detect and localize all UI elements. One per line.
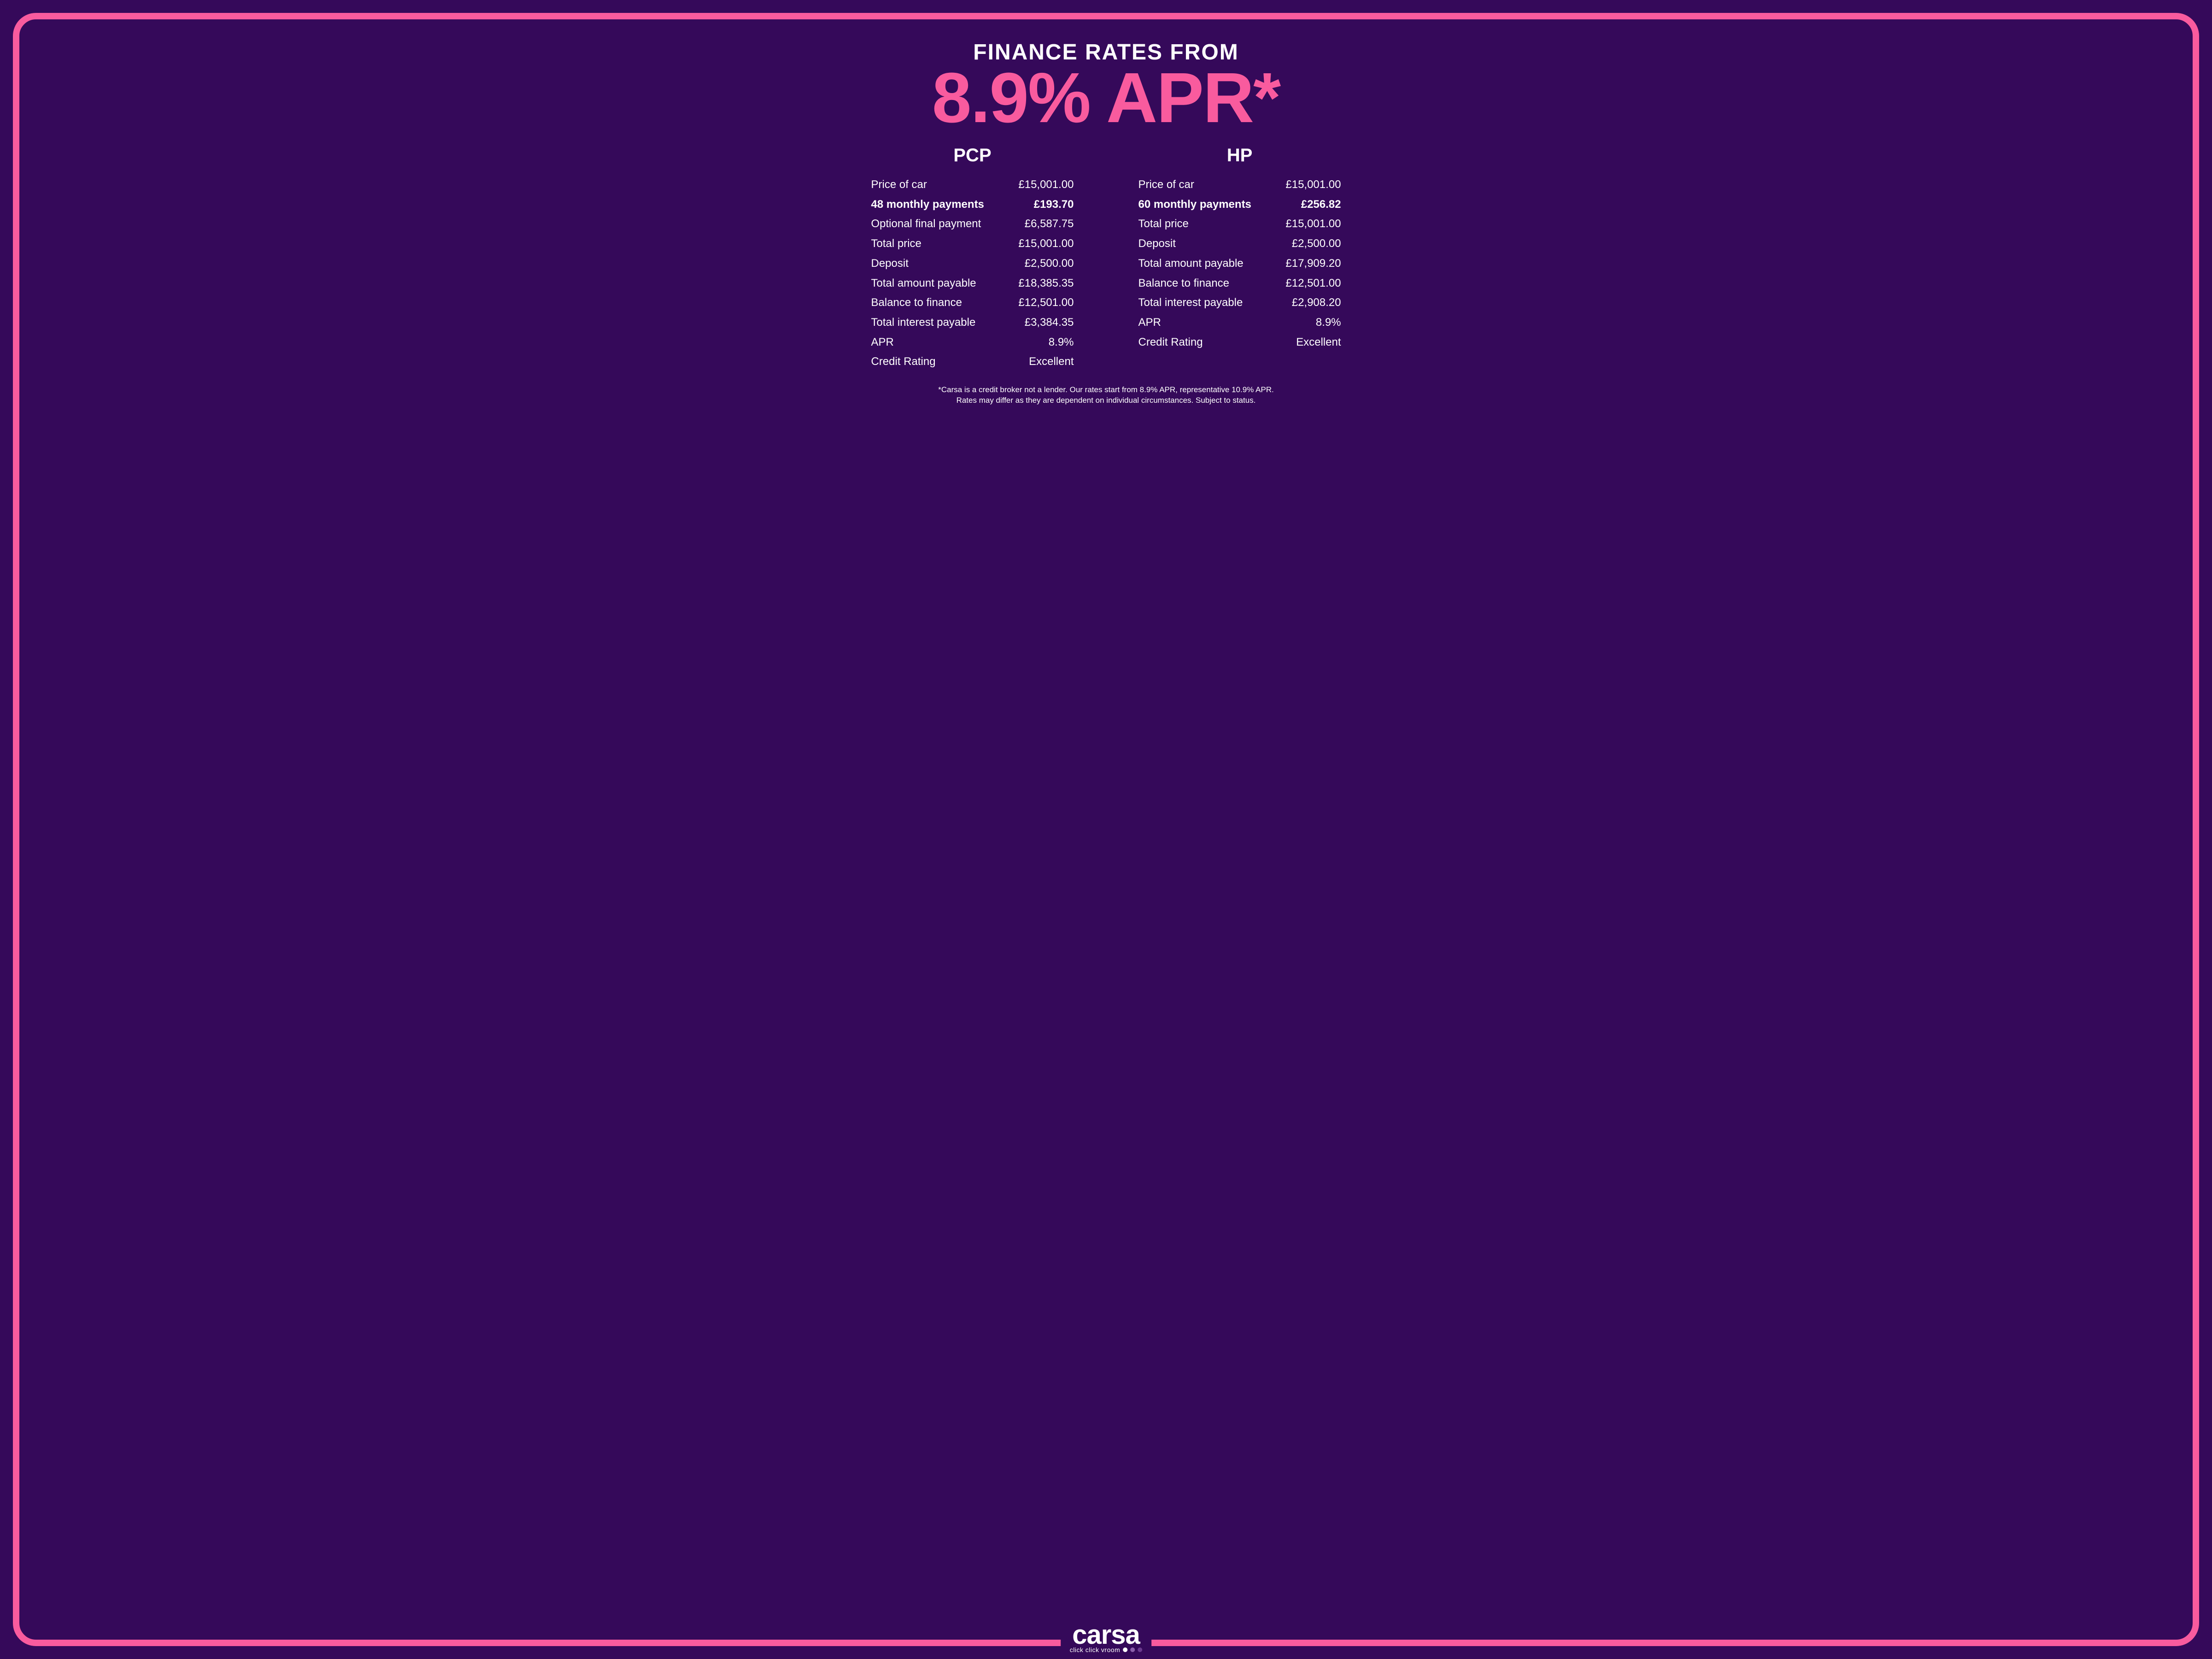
row-value: £256.82	[1301, 195, 1341, 215]
row-label: Deposit	[871, 254, 909, 274]
row-label: Deposit	[1138, 234, 1176, 254]
row-value: £18,385.35	[1018, 274, 1074, 294]
table-row: APR 8.9%	[1134, 313, 1346, 333]
tagline-text: click click vroom	[1070, 1646, 1121, 1653]
row-value: £2,908.20	[1292, 293, 1341, 313]
row-label: Total price	[871, 234, 921, 254]
dot-icon	[1130, 1647, 1135, 1652]
table-row: Total price £15,001.00	[867, 234, 1079, 254]
column-hp: HP Price of car£15,001.0060 monthly paym…	[1134, 145, 1346, 372]
row-value: £6,587.75	[1025, 214, 1074, 234]
disclaimer-line2: Rates may differ as they are dependent o…	[956, 396, 1256, 405]
finance-columns: PCP Price of car£15,001.0048 monthly pay…	[867, 145, 1346, 372]
row-value: £15,001.00	[1285, 214, 1341, 234]
dot-icon	[1123, 1647, 1127, 1652]
row-value: 8.9%	[1049, 333, 1074, 353]
row-label: 60 monthly payments	[1138, 195, 1251, 215]
table-row: Price of car £15,001.00	[1134, 175, 1346, 195]
table-row: 48 monthly payments £193.70	[867, 195, 1079, 215]
row-label: Total interest payable	[1138, 293, 1243, 313]
row-value: £12,501.00	[1285, 274, 1341, 294]
row-value: £15,001.00	[1018, 175, 1074, 195]
table-row: Total interest payable £2,908.20	[1134, 293, 1346, 313]
row-label: 48 monthly payments	[871, 195, 984, 215]
row-value: 8.9%	[1316, 313, 1341, 333]
table-row: Balance to finance £12,501.00	[1134, 274, 1346, 294]
table-row: Optional final payment £6,587.75	[867, 214, 1079, 234]
row-label: Total interest payable	[871, 313, 976, 333]
row-value: £2,500.00	[1025, 254, 1074, 274]
row-label: Optional final payment	[871, 214, 981, 234]
row-value: £17,909.20	[1285, 254, 1341, 274]
table-row: Credit Rating Excellent	[867, 352, 1079, 372]
row-label: Credit Rating	[1138, 333, 1203, 353]
row-label: Price of car	[871, 175, 927, 195]
table-row: Balance to finance £12,501.00	[867, 293, 1079, 313]
table-row: Credit Rating Excellent	[1134, 333, 1346, 353]
dot-icon	[1138, 1647, 1142, 1652]
logo-tagline: click click vroom	[1070, 1646, 1143, 1653]
table-row: Price of car £15,001.00	[867, 175, 1079, 195]
row-value: £193.70	[1034, 195, 1074, 215]
table-row: 60 monthly payments £256.82	[1134, 195, 1346, 215]
row-label: Total price	[1138, 214, 1189, 234]
disclaimer-line1: *Carsa is a credit broker not a lender. …	[938, 385, 1274, 394]
row-value: Excellent	[1296, 333, 1341, 353]
row-label: Balance to finance	[871, 293, 962, 313]
disclaimer: *Carsa is a credit broker not a lender. …	[938, 385, 1274, 406]
column-heading-pcp: PCP	[867, 145, 1079, 166]
row-label: APR	[871, 333, 894, 353]
row-label: Total amount payable	[1138, 254, 1244, 274]
title-big-apr: 8.9% APR*	[932, 62, 1280, 133]
row-value: Excellent	[1029, 352, 1074, 372]
row-value: £2,500.00	[1292, 234, 1341, 254]
row-label: Price of car	[1138, 175, 1194, 195]
logo-text: carsa	[1072, 1623, 1140, 1647]
table-row: APR 8.9%	[867, 333, 1079, 353]
brand-logo: carsa click click vroom	[1061, 1623, 1152, 1653]
table-row: Deposit £2,500.00	[867, 254, 1079, 274]
table-row: Total amount payable £18,385.35	[867, 274, 1079, 294]
row-label: Balance to finance	[1138, 274, 1229, 294]
table-row: Deposit £2,500.00	[1134, 234, 1346, 254]
row-value: £12,501.00	[1018, 293, 1074, 313]
row-value: £15,001.00	[1018, 234, 1074, 254]
table-row: Total price £15,001.00	[1134, 214, 1346, 234]
table-row: Total interest payable £3,384.35	[867, 313, 1079, 333]
row-label: Total amount payable	[871, 274, 976, 294]
column-pcp: PCP Price of car£15,001.0048 monthly pay…	[867, 145, 1079, 372]
row-value: £15,001.00	[1285, 175, 1341, 195]
finance-rates-card: FINANCE RATES FROM 8.9% APR* PCP Price o…	[13, 13, 2199, 1646]
row-label: APR	[1138, 313, 1161, 333]
column-heading-hp: HP	[1134, 145, 1346, 166]
row-label: Credit Rating	[871, 352, 936, 372]
table-row: Total amount payable £17,909.20	[1134, 254, 1346, 274]
row-value: £3,384.35	[1025, 313, 1074, 333]
